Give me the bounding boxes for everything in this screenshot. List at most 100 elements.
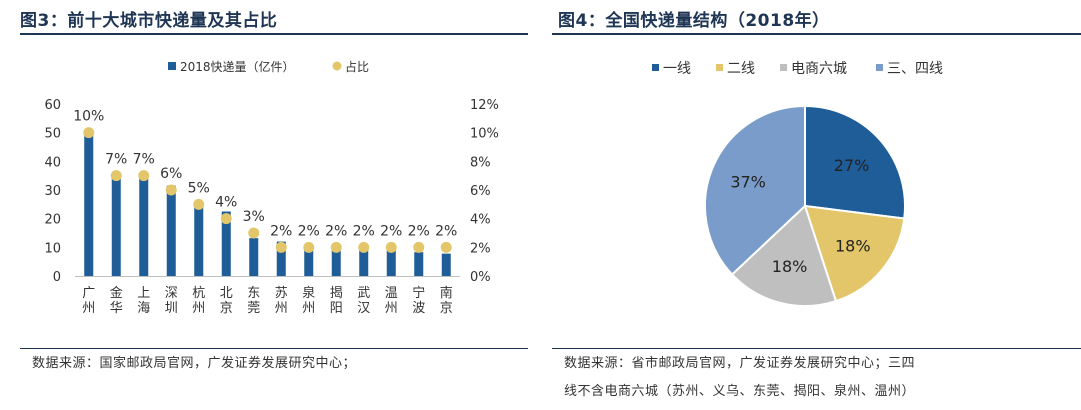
x-tick-label: 宁波 — [412, 285, 425, 316]
x-tick-char: 深 — [165, 286, 178, 301]
share-marker — [303, 241, 315, 253]
x-tick-char: 京 — [220, 301, 233, 316]
share-data-label: 2% — [298, 223, 320, 239]
share-marker — [413, 241, 425, 253]
pie-slice-label: 18% — [835, 237, 871, 256]
x-tick-char: 州 — [302, 301, 315, 316]
share-data-label: 2% — [270, 223, 292, 239]
pie-slice — [803, 204, 906, 303]
x-tick-char: 金 — [110, 285, 123, 301]
title-rule — [20, 33, 528, 35]
share-data-label: 5% — [188, 180, 210, 196]
pie-slice — [704, 104, 806, 276]
x-tick-char: 宁 — [412, 285, 425, 301]
x-tick-label: 深圳 — [165, 286, 178, 316]
share-marker — [440, 241, 452, 253]
y2-tick-label: 12% — [470, 98, 499, 113]
share-data-label: 2% — [408, 223, 430, 239]
share-data-label: 2% — [325, 223, 347, 239]
share-data-label: 2% — [380, 223, 402, 239]
x-tick-char: 海 — [137, 301, 150, 316]
share-data-label: 10% — [73, 109, 104, 125]
bar — [221, 211, 231, 276]
x-tick-label: 温州 — [385, 286, 398, 316]
x-tick-label: 上海 — [137, 286, 150, 316]
share-marker — [165, 184, 177, 196]
legend: 2018快递量（亿件） 占比 — [168, 59, 369, 74]
y2-tick-label: 0% — [470, 270, 491, 285]
x-tick-char: 东 — [247, 286, 260, 301]
bar — [166, 185, 176, 276]
legend-label: 三、四线 — [887, 61, 943, 77]
x-tick-label: 南京 — [440, 285, 453, 316]
y2-tick-label: 10% — [470, 127, 499, 142]
x-tick-label: 杭州 — [192, 286, 205, 316]
y-tick-label: 10 — [44, 241, 61, 256]
y-tick-label: 60 — [44, 98, 61, 113]
x-tick-char: 汉 — [357, 301, 370, 316]
share-marker — [358, 241, 370, 253]
source-rule — [552, 348, 1081, 349]
share-data-label: 4% — [215, 195, 237, 211]
x-tick-label: 泉州 — [302, 285, 315, 316]
share-marker — [330, 241, 342, 253]
legend-label: 电商六城 — [791, 61, 847, 77]
pie-slice-label: 27% — [834, 156, 870, 175]
x-tick-label: 揭阳 — [330, 286, 343, 316]
share-marker — [220, 213, 232, 225]
y-tick-label: 50 — [44, 127, 61, 142]
share-marker — [110, 170, 122, 182]
x-tick-label: 武汉 — [357, 286, 370, 316]
x-tick-char: 南 — [440, 285, 453, 301]
bar — [359, 249, 369, 276]
pie-slice-label: 18% — [772, 257, 808, 276]
share-data-label: 6% — [160, 166, 182, 182]
source-rule — [20, 348, 528, 349]
y-tick-label: 0 — [53, 270, 61, 285]
share-marker — [193, 198, 205, 210]
bar — [276, 241, 286, 276]
x-tick-label: 金华 — [110, 285, 123, 316]
bar — [331, 248, 341, 276]
y-tick-label: 30 — [44, 184, 61, 199]
x-tick-label: 东莞 — [247, 286, 260, 316]
x-tick-char: 武 — [357, 286, 370, 301]
bar-chart-title: 图3：前十大城市快递量及其占比 — [20, 11, 278, 31]
bar — [111, 173, 121, 276]
bar — [194, 202, 204, 276]
y2-tick-label: 2% — [470, 241, 491, 256]
x-tick-char: 莞 — [247, 301, 260, 316]
y-tick-label: 40 — [44, 155, 61, 170]
share-marker — [385, 241, 397, 253]
legend-swatch — [780, 64, 787, 71]
bar-chart-source: 数据来源：国家邮政局官网，广发证券发展研究中心； — [32, 356, 357, 371]
legend-bar-swatch — [168, 62, 176, 70]
x-tick-char: 州 — [192, 301, 205, 316]
legend-label: 二线 — [727, 61, 755, 77]
pie-chart-title: 图4：全国快递量结构（2018年） — [558, 11, 830, 31]
bar — [441, 253, 451, 276]
share-marker — [83, 127, 95, 139]
x-tick-char: 广 — [82, 286, 95, 301]
bar — [386, 249, 396, 276]
legend-label: 一线 — [663, 61, 691, 77]
right-panel: 图4：全国快递量结构（2018年） 一线 二线 电商六城 三、四线 27% 18% 18% 3… — [552, 0, 1081, 410]
pie-chart-source-line-2: 线不含电商六城（苏州、义乌、东莞、揭阳、泉州、温州） — [564, 384, 916, 399]
bar — [84, 130, 94, 276]
x-tick-char: 州 — [385, 301, 398, 316]
share-marker — [248, 227, 260, 239]
x-tick-label: 北京 — [220, 286, 233, 316]
share-marker — [275, 241, 287, 253]
legend-swatch — [876, 64, 883, 71]
legend-marker-label: 占比 — [345, 59, 369, 74]
x-tick-char: 波 — [412, 301, 425, 316]
legend-marker-swatch — [332, 61, 342, 71]
x-tick-label: 苏州 — [275, 285, 288, 316]
x-tick-char: 揭 — [330, 286, 343, 301]
x-tick-char: 州 — [82, 301, 95, 316]
y2-tick-label: 4% — [470, 213, 491, 228]
y2-tick-label: 8% — [470, 155, 491, 170]
x-tick-char: 苏 — [275, 285, 288, 301]
x-tick-char: 州 — [275, 301, 288, 316]
share-data-label: 7% — [133, 152, 155, 168]
